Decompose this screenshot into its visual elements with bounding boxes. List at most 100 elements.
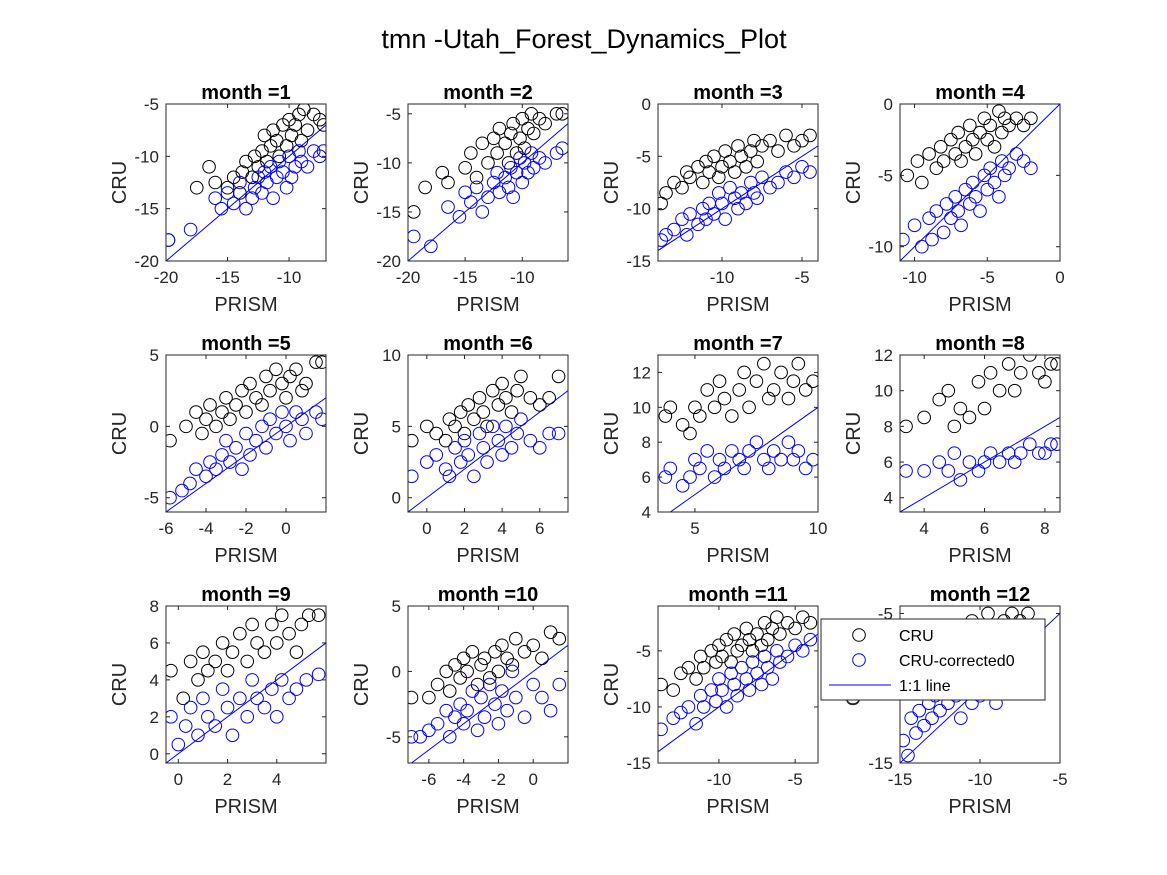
data-point bbox=[485, 419, 500, 434]
data-point bbox=[757, 356, 771, 371]
plot-content bbox=[166, 608, 326, 763]
y-tick-label: 0 bbox=[392, 489, 401, 508]
data-point bbox=[538, 116, 552, 131]
y-axis-label: CRU bbox=[109, 161, 131, 204]
data-point bbox=[803, 632, 818, 647]
plot-area bbox=[658, 606, 818, 763]
data-point bbox=[480, 419, 494, 434]
data-point bbox=[480, 455, 494, 469]
data-point bbox=[995, 125, 1009, 140]
data-point bbox=[485, 383, 500, 398]
data-point bbox=[226, 196, 241, 211]
x-tick-label: 5 bbox=[690, 519, 699, 538]
data-point bbox=[272, 149, 287, 164]
series-cru bbox=[408, 369, 566, 448]
subplot-month-3: -10 -5 -15 -10 -5 0 month =3 PRISM CRU bbox=[601, 82, 819, 316]
data-point bbox=[542, 391, 556, 405]
data-point bbox=[276, 165, 290, 179]
data-point bbox=[504, 126, 518, 141]
y-tick-label: 4 bbox=[884, 489, 893, 508]
x-tick-label: -10 bbox=[710, 268, 735, 287]
y-tick-label: 12 bbox=[874, 346, 893, 365]
data-point bbox=[707, 207, 721, 221]
one-to-one-line bbox=[900, 104, 1060, 261]
y-tick-label: 0 bbox=[150, 745, 159, 764]
data-point bbox=[274, 608, 289, 623]
data-point bbox=[795, 133, 809, 148]
series-cru-corrected bbox=[408, 412, 566, 484]
data-point bbox=[658, 233, 668, 247]
data-point bbox=[700, 444, 715, 458]
data-point bbox=[243, 376, 257, 391]
data-point bbox=[755, 139, 769, 153]
data-point bbox=[766, 383, 781, 397]
data-point bbox=[555, 107, 568, 121]
data-point bbox=[295, 383, 309, 398]
data-point bbox=[464, 195, 478, 209]
x-axis-label: PRISM bbox=[706, 545, 769, 567]
series-cru-corrected bbox=[900, 147, 1038, 254]
legend-label: 1:1 line bbox=[899, 678, 951, 695]
subplot-title: month =11 bbox=[688, 584, 787, 606]
data-point bbox=[968, 147, 983, 161]
figure-title: tmn -Utah_Forest_Dynamics_Plot bbox=[381, 24, 787, 54]
data-point bbox=[223, 455, 237, 469]
data-point bbox=[696, 700, 711, 714]
x-tick-label: -5 bbox=[1052, 770, 1067, 789]
data-point bbox=[313, 149, 326, 164]
data-point bbox=[220, 180, 235, 195]
data-point bbox=[505, 658, 520, 672]
data-point bbox=[688, 400, 702, 415]
y-axis-label: CRU bbox=[351, 412, 373, 455]
data-point bbox=[691, 217, 705, 232]
data-point bbox=[963, 118, 977, 133]
data-point bbox=[707, 400, 722, 415]
data-point bbox=[195, 426, 209, 441]
x-axis-label: PRISM bbox=[214, 796, 277, 818]
data-point bbox=[284, 170, 299, 185]
data-point bbox=[925, 711, 939, 725]
subplot-month-9: 0 2 4 0 2 4 6 8 month =9 PRISM CRU bbox=[109, 584, 327, 818]
x-axis-label: PRISM bbox=[948, 545, 1011, 567]
data-point bbox=[430, 677, 445, 692]
data-point bbox=[951, 125, 965, 140]
data-point bbox=[900, 733, 910, 748]
data-point bbox=[448, 419, 462, 434]
data-point bbox=[274, 673, 289, 687]
data-point bbox=[922, 147, 936, 161]
data-point bbox=[941, 464, 956, 478]
legend-marker-cru bbox=[852, 628, 866, 642]
data-point bbox=[209, 419, 223, 434]
series-cru-corrected bbox=[658, 160, 817, 247]
data-point bbox=[259, 440, 273, 455]
data-point bbox=[288, 118, 303, 132]
data-point bbox=[689, 672, 703, 686]
data-point bbox=[992, 455, 1007, 469]
data-point bbox=[255, 398, 269, 412]
data-point bbox=[659, 228, 673, 242]
subplot-month-1: -20 -15 -10 -20 -15 -10 -5 month =1 PRISM CRU bbox=[109, 82, 327, 316]
data-point bbox=[523, 433, 538, 448]
data-point bbox=[442, 730, 457, 744]
data-point bbox=[300, 123, 315, 137]
data-point bbox=[269, 362, 283, 377]
data-point bbox=[727, 627, 741, 641]
data-point bbox=[265, 682, 279, 696]
data-point bbox=[429, 426, 444, 441]
data-point bbox=[458, 160, 472, 175]
data-point bbox=[233, 175, 247, 190]
data-point bbox=[765, 672, 780, 686]
data-point bbox=[476, 405, 491, 419]
data-point bbox=[788, 621, 802, 636]
x-tick-label: -20 bbox=[154, 268, 179, 287]
data-point bbox=[448, 658, 462, 672]
data-point bbox=[947, 419, 962, 434]
series-cru-corrected bbox=[408, 664, 567, 744]
data-point bbox=[313, 112, 326, 127]
subplot-title: month =8 bbox=[935, 333, 1024, 355]
data-point bbox=[438, 462, 453, 476]
data-point bbox=[1002, 161, 1016, 176]
series-cru-corrected bbox=[166, 667, 326, 752]
data-point bbox=[482, 671, 497, 685]
data-point bbox=[257, 128, 272, 143]
